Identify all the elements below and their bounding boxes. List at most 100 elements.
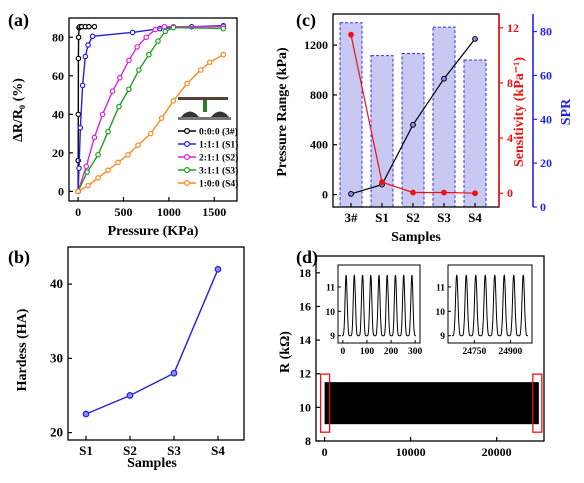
- panel-a-point: [220, 51, 227, 58]
- panel-d-inset-ytick-label: 9: [330, 332, 335, 342]
- panel-d-plot-frame: [315, 255, 545, 442]
- panel-d-inset-ytick-label: 10: [436, 308, 446, 318]
- panel-c-xtick-label: S2: [406, 210, 420, 225]
- panel-a-point: [91, 23, 98, 30]
- legend-marker: [184, 141, 191, 148]
- panel-c-point: [441, 75, 447, 82]
- panel-c-series: [348, 31, 478, 197]
- panel-b-ytick-label: 40: [50, 276, 63, 291]
- legend-label: 2:1:1 (S2): [199, 153, 238, 164]
- panel-d-inset-ytick-label: 11: [326, 283, 335, 293]
- panel-b-series-line: [85, 269, 219, 415]
- panel-c-ytick-right2-label: 20: [540, 156, 552, 170]
- panel-a-point: [91, 134, 98, 141]
- panel-a-point: [76, 165, 82, 172]
- panel-b-xlabel: Samples: [127, 456, 177, 471]
- panel-b-label: (b): [8, 247, 30, 268]
- panel-a-point: [129, 29, 136, 36]
- panel-d-xtick-label: 20000: [482, 445, 512, 459]
- panel-c-xtick-label: S1: [375, 210, 389, 225]
- panel-c-point: [472, 36, 478, 42]
- panel-c-ylabel-left: Pressure Range (kPa): [275, 47, 290, 177]
- panel-a-xlabel: Pressure (KPa): [108, 224, 199, 239]
- panel-a-point: [95, 175, 101, 181]
- panel-a-point: [136, 67, 142, 73]
- panel-d-ytick-label: 12: [299, 367, 311, 381]
- panel-c-ytick-left-label: 1200: [304, 38, 328, 52]
- panel-b-point: [214, 265, 222, 273]
- panel-a-point: [77, 125, 84, 131]
- legend-label: 1:1:1 (S1): [199, 140, 238, 151]
- panel-b-xtick-label: S3: [167, 443, 181, 458]
- panel-a-point: [115, 159, 121, 166]
- panel-d-inset-ytick-label: 10: [326, 308, 336, 318]
- panel-b-series: [82, 265, 222, 418]
- panel-a: (a) 0 500 1000 1500 0 20 40 60 80 Pressure (KPa)…: [8, 10, 238, 239]
- panel-d-inset-xtick-label: 24900: [499, 347, 523, 357]
- panel-a-point: [135, 142, 141, 148]
- panel-d-ytick-label: 8: [305, 434, 311, 448]
- panel-d-ticks: 0 10000 20000 8 10 12 14 16 18: [299, 266, 512, 459]
- panel-a-point: [75, 111, 82, 118]
- panel-a-xtick-label: 0: [75, 205, 81, 219]
- panel-b-xtick-label: S4: [211, 443, 225, 458]
- panel-a-point: [220, 25, 227, 32]
- legend-marker: [184, 167, 191, 174]
- panel-a-point: [75, 34, 82, 41]
- panel-a-point: [95, 151, 101, 158]
- panel-b-plot-frame: [67, 246, 245, 441]
- panel-b-point: [170, 369, 178, 377]
- panel-c-ytick-left-label: 0: [322, 188, 328, 202]
- panel-c-ytick-right1-label: 12: [507, 21, 519, 35]
- panel-d-inset-frame-0: [337, 264, 421, 344]
- panel-a-xtick-label: 1500: [202, 205, 226, 219]
- panel-c-ytick-left-label: 400: [310, 138, 328, 152]
- panel-d-inset-signal-1: [452, 274, 528, 337]
- panel-a-xtick-label: 500: [114, 205, 132, 219]
- panel-a-legend: 0:0:0 (3#) 1:1:1 (S1) 2:1:1 (S2) 3:1:1 (S3)…: [178, 127, 238, 190]
- panel-c-xtick-label: S4: [468, 210, 482, 225]
- panel-d-inset-line: [342, 274, 416, 337]
- sensor-illustration: [178, 97, 231, 120]
- panel-d-inset-xtick-label: 100: [360, 347, 375, 357]
- panel-d-ytick-label: 14: [299, 333, 311, 347]
- panel-c-bar: [432, 26, 456, 208]
- panel-a-point: [75, 188, 81, 195]
- panel-c-bar: [339, 22, 363, 208]
- panel-a-point: [146, 51, 152, 58]
- panel-d-zoom-box-start: [319, 373, 331, 433]
- panel-d-ytick-label: 18: [299, 266, 311, 280]
- panel-d: (d) 0 10000 20000 8 10 12 14 16 18 0 100 200 300 9 10…: [278, 247, 545, 459]
- panel-c-ticks: 3# S1 S2 S3 S4 0 400 800 1200 0 4 8 12 0 20 40 60 80: [304, 21, 552, 225]
- panel-a-plot-frame: [68, 17, 238, 202]
- panel-d-xtick-label: 0: [322, 445, 328, 459]
- panel-a-point: [206, 59, 213, 66]
- panel-d-inset-ytick-label: 9: [440, 332, 445, 342]
- panel-d-ytick-label: 10: [299, 400, 311, 414]
- panel-a-point: [170, 98, 177, 104]
- panel-c-label: (c): [296, 10, 316, 31]
- panel-d-inset-ytick-label: 11: [436, 283, 445, 293]
- panel-c: (c) 3# S1 S2 S3 S40400800120004812020406080 …: [275, 10, 574, 245]
- panel-c-point: [410, 121, 416, 128]
- panel-c-point: [379, 179, 385, 186]
- panel-c-bar: [401, 52, 425, 208]
- panel-d-inset-signal-0: [342, 274, 416, 337]
- panel-c-ytick-right2-label: 40: [540, 112, 552, 126]
- panel-a-ytick-label: 20: [52, 146, 64, 160]
- panel-c-bars: [339, 22, 487, 208]
- panel-b-xtick-label: S1: [79, 443, 93, 458]
- panel-d-inset-xtick-label: 300: [408, 347, 423, 357]
- panel-a-point: [161, 23, 168, 30]
- panel-c-ytick-left-label: 800: [310, 88, 328, 102]
- panel-a-series: [75, 22, 227, 195]
- panel-a-ytick-label: 60: [52, 69, 64, 83]
- panel-a-point: [82, 53, 89, 60]
- panel-a-point: [134, 44, 140, 50]
- panel-a-point: [126, 57, 132, 64]
- panel-a-point: [162, 28, 169, 35]
- panel-c-point: [410, 189, 416, 196]
- panel-b-ytick-label: 20: [50, 425, 63, 440]
- panel-d-label: (d): [296, 247, 318, 268]
